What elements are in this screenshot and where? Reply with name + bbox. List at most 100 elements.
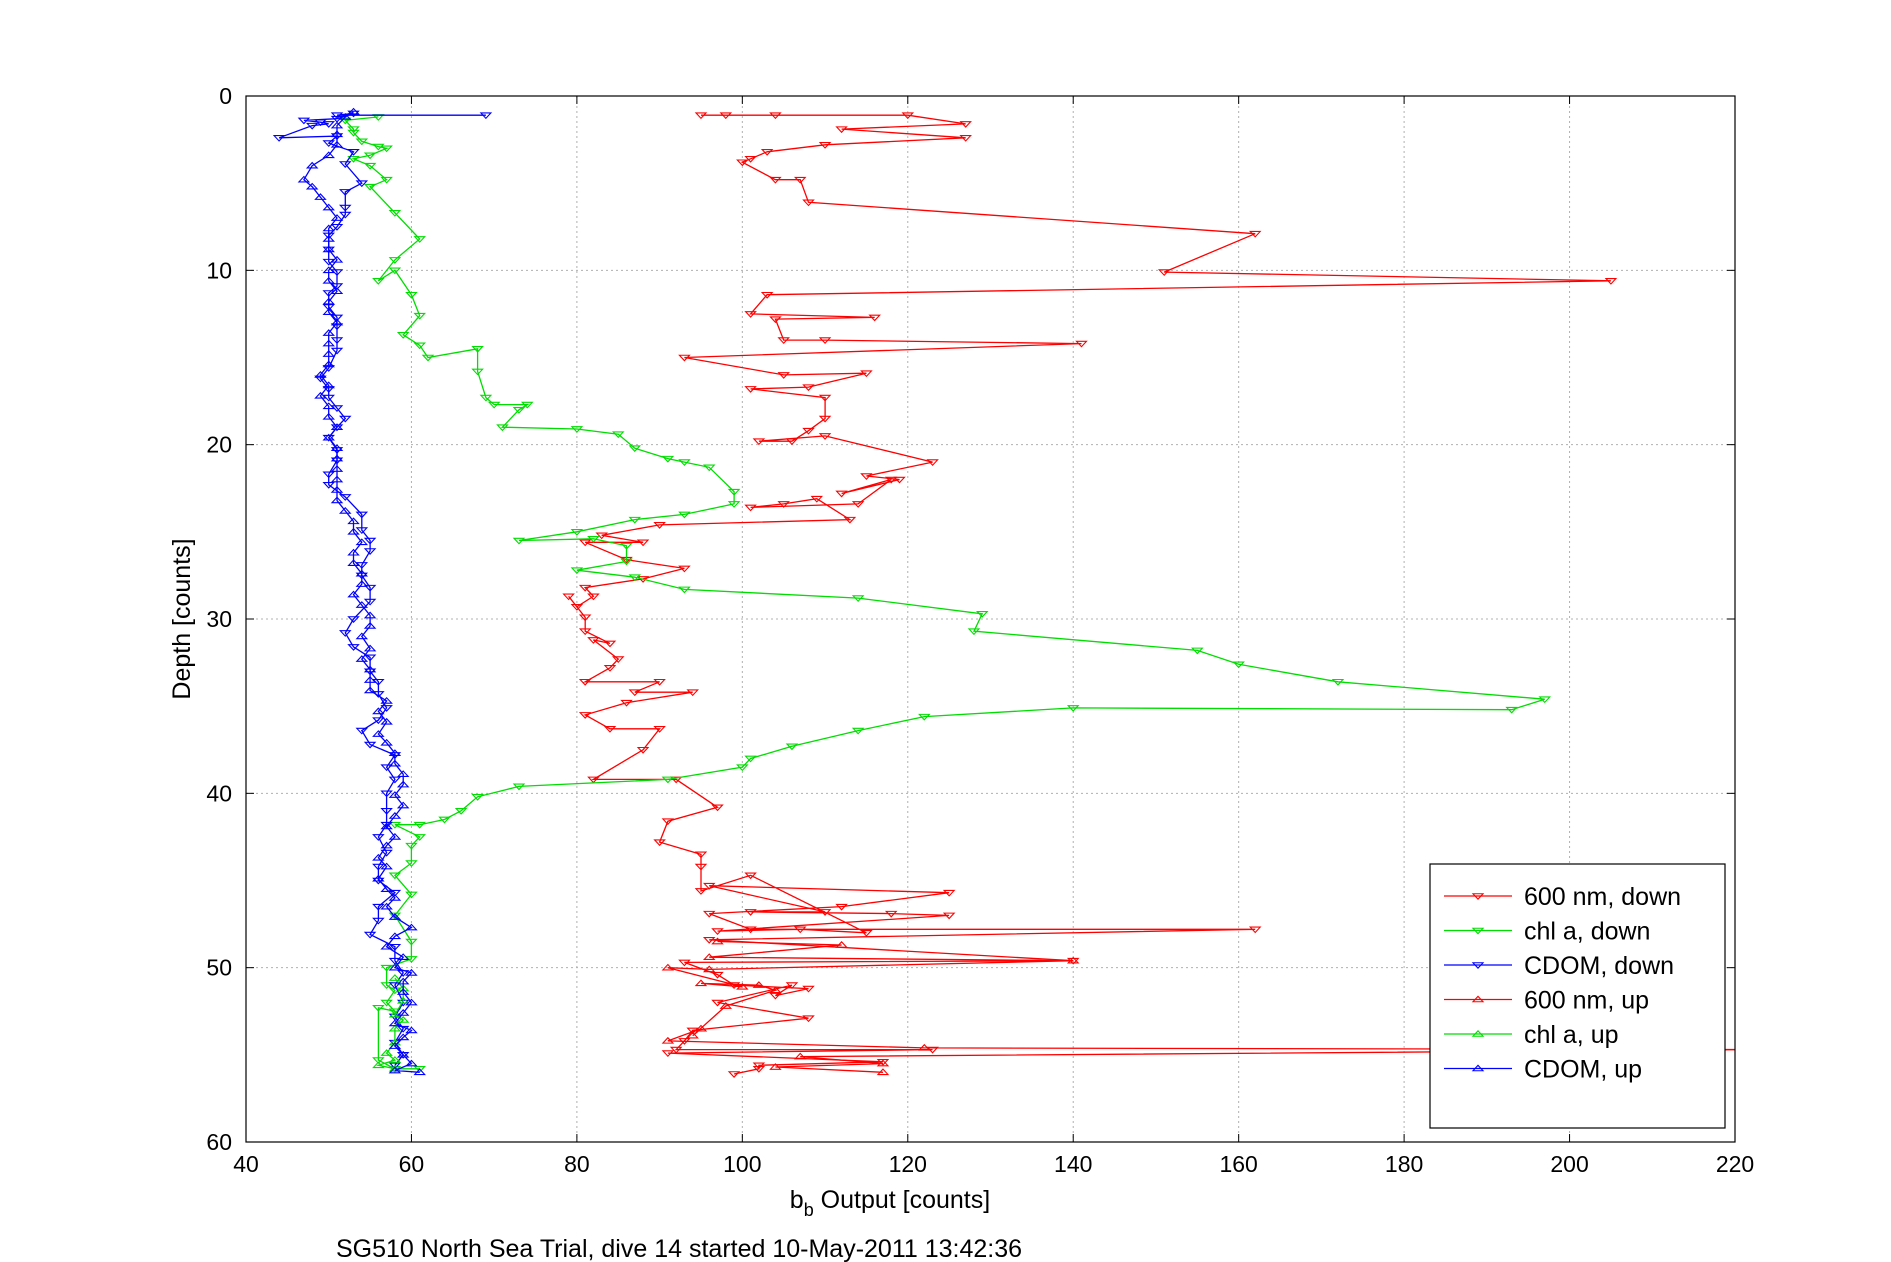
data-point (388, 963, 402, 971)
data-point (802, 1015, 815, 1023)
data-point (769, 176, 782, 184)
data-point (388, 1019, 402, 1027)
legend-item: 600 nm, down (1444, 883, 1681, 911)
data-point (322, 360, 335, 368)
data-point (694, 863, 708, 871)
data-point (661, 776, 675, 784)
y-tick-label: 60 (206, 1129, 232, 1155)
data-point (661, 818, 675, 826)
data-point (372, 1057, 385, 1065)
data-point (736, 764, 749, 772)
data-point (355, 527, 369, 535)
data-point (388, 749, 402, 757)
data-point (380, 807, 393, 815)
data-point (322, 276, 335, 284)
data-point (942, 889, 956, 897)
data-point (314, 119, 327, 127)
data-point (769, 316, 782, 324)
data-point (727, 501, 741, 508)
data-point (330, 115, 344, 123)
data-point (1232, 661, 1245, 669)
data-point (769, 986, 782, 994)
data-point (851, 727, 865, 735)
x-tick-label: 180 (1385, 1151, 1423, 1177)
data-point (405, 891, 418, 899)
data-point (347, 126, 360, 134)
data-point (363, 537, 377, 545)
data-point (760, 291, 774, 299)
data-point (1248, 230, 1262, 238)
data-point (744, 155, 757, 163)
series-5 (297, 107, 426, 1076)
data-point (661, 455, 675, 463)
y-tick-label: 10 (206, 257, 232, 283)
data-point (388, 759, 402, 767)
data-point (372, 874, 385, 882)
data-point (884, 476, 898, 484)
data-point (578, 678, 592, 686)
data-point (893, 476, 906, 484)
data-point (669, 776, 683, 784)
x-tick-label: 160 (1219, 1151, 1257, 1177)
data-point (777, 337, 790, 345)
data-point (628, 574, 642, 582)
data-point (471, 345, 484, 353)
data-point (744, 311, 757, 318)
data-point (330, 255, 344, 263)
data-point (587, 593, 600, 601)
legend-item: chl a, up (1444, 1021, 1619, 1049)
data-point (388, 893, 402, 901)
data-point (396, 988, 410, 995)
data-point (388, 1056, 402, 1063)
legend-label: 600 nm, up (1524, 987, 1649, 1015)
data-point (372, 143, 385, 151)
data-point (372, 834, 385, 841)
data-point (405, 842, 418, 850)
data-point (388, 821, 402, 829)
data-point (487, 401, 501, 409)
data-point (363, 644, 377, 652)
data-point (818, 337, 832, 345)
data-point (347, 616, 360, 623)
legend-label: CDOM, down (1524, 952, 1674, 980)
data-point (611, 431, 625, 439)
legend-marker (1471, 893, 1485, 900)
y-tick-label: 20 (206, 432, 232, 458)
data-point (711, 999, 724, 1007)
data-point (330, 475, 344, 483)
data-point (595, 532, 608, 540)
data-point (405, 938, 418, 946)
data-point (396, 1033, 410, 1041)
data-point (736, 159, 749, 167)
legend-marker (1471, 1064, 1485, 1072)
series-line (667, 940, 1735, 1073)
data-point (851, 501, 865, 508)
data-point (396, 1052, 410, 1059)
x-tick-label: 120 (889, 1151, 927, 1177)
data-point (322, 266, 335, 274)
data-point (363, 686, 377, 694)
legend-marker (1471, 1030, 1485, 1037)
data-point (305, 182, 319, 190)
x-tick-label: 200 (1550, 1151, 1588, 1177)
data-point (876, 1059, 890, 1067)
x-tick-label: 220 (1716, 1151, 1754, 1177)
data-point (330, 269, 344, 277)
data-point (372, 730, 385, 737)
data-point (363, 654, 377, 662)
data-point (860, 930, 873, 937)
data-point (578, 539, 592, 547)
data-point (380, 822, 393, 830)
data-point (380, 1049, 393, 1056)
data-point (363, 183, 377, 191)
data-point (496, 424, 509, 432)
data-point (818, 415, 832, 423)
data-point (777, 372, 790, 379)
data-point (305, 161, 319, 169)
data-point (372, 277, 385, 285)
data-point (355, 511, 369, 519)
data-point (413, 236, 426, 243)
data-point (967, 628, 981, 636)
data-point (339, 415, 352, 423)
legend-label: chl a, up (1524, 1021, 1619, 1049)
